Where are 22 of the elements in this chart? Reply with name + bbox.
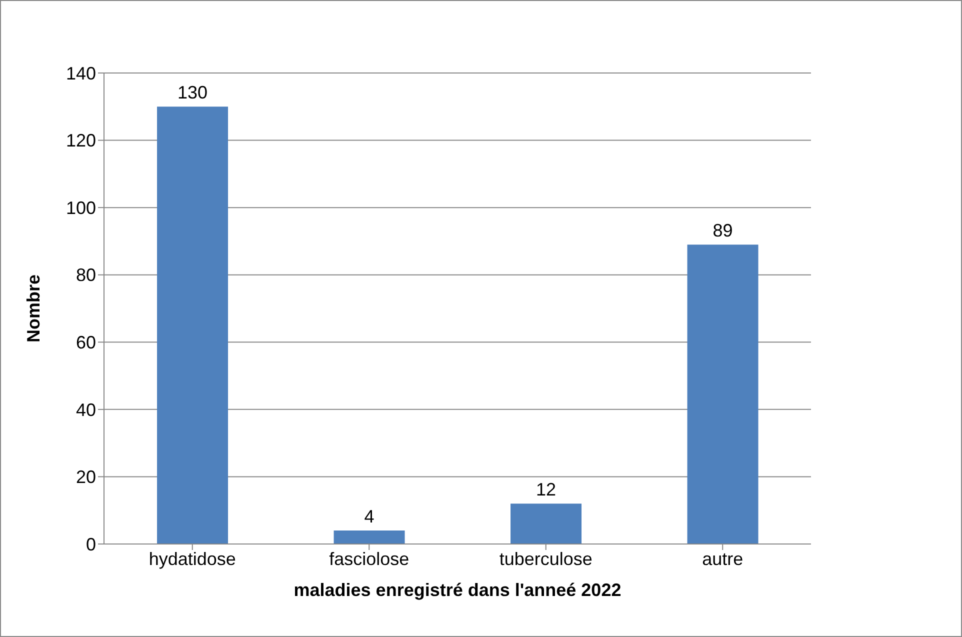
y-tick-label: 140 bbox=[66, 63, 96, 84]
data-label: 89 bbox=[712, 220, 733, 241]
y-tick-label: 100 bbox=[66, 198, 96, 218]
data-label: 4 bbox=[364, 506, 374, 527]
y-axis-title: Nombre bbox=[23, 274, 44, 343]
data-label: 12 bbox=[536, 480, 556, 500]
bar bbox=[510, 504, 582, 544]
y-tick-label: 60 bbox=[76, 332, 96, 353]
x-tick-label: hydatidose bbox=[148, 548, 236, 569]
x-tick-label: fasciolose bbox=[329, 548, 410, 569]
y-tick-label: 40 bbox=[76, 400, 96, 420]
x-axis-title: maladies enregistré dans l'anneé 2022 bbox=[294, 580, 622, 600]
y-tick-label: 120 bbox=[66, 130, 96, 151]
data-label: 130 bbox=[178, 82, 208, 103]
bar bbox=[687, 244, 758, 544]
x-tick-label: tuberculose bbox=[499, 548, 592, 569]
x-tick-label: autre bbox=[702, 548, 744, 569]
bar bbox=[157, 106, 228, 544]
bar bbox=[334, 530, 405, 544]
y-tick-label: 0 bbox=[86, 534, 96, 554]
y-tick-label: 20 bbox=[76, 467, 96, 488]
y-tick-label: 80 bbox=[76, 265, 96, 286]
